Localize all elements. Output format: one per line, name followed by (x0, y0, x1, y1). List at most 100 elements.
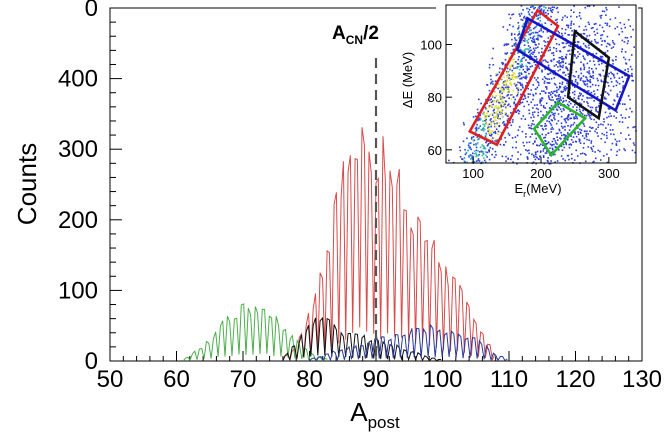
inset-point (501, 115, 504, 118)
inset-point (601, 132, 603, 135)
inset-point (535, 31, 537, 34)
inset-point (489, 101, 491, 104)
inset-point (516, 52, 519, 54)
inset-point (530, 6, 532, 8)
inset-point (482, 120, 484, 122)
inset-point (536, 24, 538, 26)
inset-point (508, 74, 511, 77)
inset-point (589, 76, 592, 78)
inset-gate-1 (515, 16, 631, 113)
inset-point (533, 111, 536, 113)
inset-point (489, 114, 491, 116)
inset-point (470, 158, 472, 160)
inset-point (535, 92, 537, 95)
inset-point (521, 19, 524, 21)
inset-point (475, 115, 477, 118)
inset-point (499, 96, 502, 99)
inset-point (591, 68, 593, 70)
inset-point (627, 19, 630, 21)
inset-point (525, 74, 528, 77)
inset-point (581, 135, 584, 137)
inset-point (507, 86, 510, 89)
inset-point (580, 33, 582, 35)
inset-point (606, 153, 608, 156)
inset-point (479, 151, 481, 153)
inset-point (561, 127, 564, 129)
inset-point (624, 51, 627, 53)
inset-point (523, 50, 526, 52)
inset-point (514, 39, 517, 41)
inset-point (564, 94, 566, 97)
inset-point (562, 61, 564, 64)
inset-point (594, 130, 596, 133)
inset-point (535, 14, 538, 16)
inset-point (573, 117, 575, 120)
inset-point (550, 60, 553, 63)
inset-point (466, 161, 468, 164)
inset-point (615, 143, 618, 145)
inset-point (488, 105, 491, 107)
inset-point (569, 95, 571, 98)
inset-point (554, 153, 556, 156)
inset-point (533, 49, 536, 52)
inset-point (494, 126, 497, 128)
inset-point (516, 87, 518, 89)
inset-point (612, 129, 614, 131)
inset-point (486, 151, 489, 154)
inset-point (491, 57, 494, 60)
inset-point (545, 102, 548, 105)
x-tick-label: 130 (622, 366, 662, 393)
inset-point (495, 138, 497, 141)
inset-point (525, 77, 527, 80)
inset-point (501, 86, 503, 89)
inset-point (530, 32, 533, 35)
inset-point (618, 140, 621, 142)
inset-point (529, 93, 531, 95)
inset-point (543, 40, 545, 42)
inset-point (458, 146, 461, 148)
inset-point (596, 77, 599, 80)
inset-point (583, 68, 585, 71)
inset-point (486, 102, 488, 105)
inset-point (594, 39, 596, 41)
inset-point (509, 82, 511, 85)
inset-point (603, 30, 605, 33)
inset-point (526, 48, 529, 50)
inset-point (624, 58, 627, 61)
inset-point (515, 141, 518, 143)
inset-point (622, 85, 624, 87)
inset-point (503, 81, 505, 83)
inset-point (537, 114, 539, 117)
inset-point (583, 33, 586, 35)
inset-point (608, 115, 610, 118)
inset-point (535, 153, 537, 156)
inset-point (550, 9, 553, 12)
inset-point (556, 21, 558, 24)
inset-point (627, 70, 630, 73)
inset-point (571, 157, 573, 160)
inset-point (572, 23, 575, 25)
inset-point (509, 65, 511, 68)
inset-point (498, 106, 500, 108)
inset-point (539, 102, 541, 104)
inset-point (561, 27, 563, 30)
inset-point (534, 26, 536, 29)
inset-point (508, 97, 510, 99)
inset-point (572, 75, 575, 77)
inset-point (579, 45, 582, 48)
inset-point (514, 77, 517, 79)
inset-point (600, 34, 602, 37)
inset-point (611, 73, 613, 75)
inset-point (485, 123, 488, 125)
inset-point (535, 56, 537, 58)
inset-point (528, 8, 531, 11)
inset-point (548, 92, 550, 94)
inset-point (542, 148, 545, 150)
inset-point (532, 41, 535, 43)
inset-point (512, 59, 514, 61)
inset-point (607, 85, 610, 87)
inset-point (560, 122, 563, 125)
inset-point (570, 117, 573, 120)
inset-point (502, 87, 505, 89)
inset-point (594, 84, 597, 87)
